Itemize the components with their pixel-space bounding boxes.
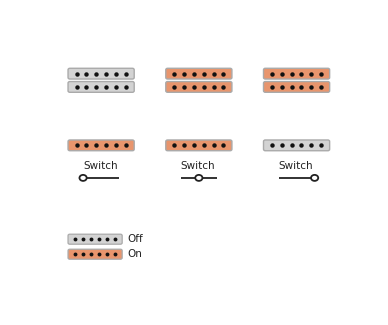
- FancyBboxPatch shape: [68, 68, 134, 79]
- Circle shape: [80, 175, 87, 181]
- Text: Switch: Switch: [83, 161, 118, 171]
- Text: Switch: Switch: [181, 161, 215, 171]
- FancyBboxPatch shape: [68, 234, 122, 244]
- FancyBboxPatch shape: [68, 82, 134, 92]
- FancyBboxPatch shape: [166, 140, 232, 151]
- FancyBboxPatch shape: [263, 82, 330, 92]
- Text: Switch: Switch: [279, 161, 313, 171]
- FancyBboxPatch shape: [68, 140, 134, 151]
- FancyBboxPatch shape: [263, 68, 330, 79]
- Circle shape: [311, 175, 318, 181]
- Text: Off: Off: [128, 234, 143, 244]
- FancyBboxPatch shape: [166, 82, 232, 92]
- FancyBboxPatch shape: [68, 249, 122, 259]
- FancyBboxPatch shape: [166, 68, 232, 79]
- Text: On: On: [128, 249, 142, 259]
- Circle shape: [195, 175, 203, 181]
- FancyBboxPatch shape: [263, 140, 330, 151]
